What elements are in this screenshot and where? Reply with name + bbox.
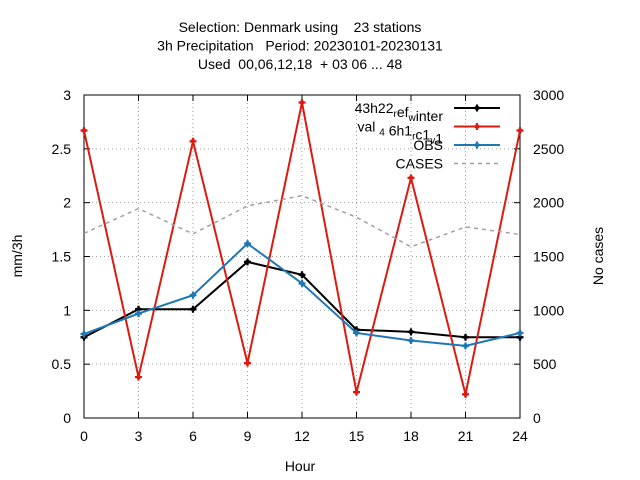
- data-point-dot: [136, 306, 141, 312]
- chart-title: Selection: Denmark using 23 stations 3h P…: [157, 19, 443, 72]
- legend-label: CASES: [396, 156, 443, 172]
- x-axis-label: Hour: [285, 458, 316, 474]
- data-point-dot: [136, 374, 141, 380]
- series-43h22-ref-winter: [80, 258, 524, 341]
- x-tick-label: 24: [512, 428, 528, 444]
- x-tick-label: 21: [458, 428, 474, 444]
- y-tick-label: 2.5: [52, 141, 72, 157]
- x-tick-label: 15: [349, 428, 365, 444]
- legend-label: OBS: [413, 137, 443, 153]
- legend-label-part: 6h1: [385, 123, 412, 139]
- y-tick-label: 1.5: [52, 249, 72, 265]
- legend-label-part: 43h22: [355, 100, 394, 116]
- y-tick-label: 1: [63, 302, 71, 318]
- data-point-dot: [517, 128, 523, 133]
- legend-label-part: w: [408, 113, 417, 124]
- data-point-dot: [463, 334, 468, 340]
- data-point-dot: [136, 311, 141, 316]
- data-point-dot: [190, 306, 196, 312]
- y-tick-label: 0: [63, 410, 71, 426]
- y2-tick-label: 1000: [533, 302, 564, 318]
- title-line: 3h Precipitation Period: 20230101-202301…: [157, 38, 443, 54]
- y-axis: 0 0.5 1 1.5 2 2.5 3: [52, 87, 90, 426]
- data-point-dot: [474, 124, 480, 129]
- legend-label-part: r: [394, 109, 398, 120]
- legend-label-part: inter: [416, 108, 444, 124]
- series-val-4-6h1-rc1-v1: [80, 99, 524, 398]
- legend-label: val 4 6h1rc1v1: [357, 119, 443, 147]
- data-point-dot: [354, 389, 359, 395]
- legend-label-part: ef: [397, 104, 409, 120]
- grid: [84, 95, 520, 418]
- data-point-dot: [81, 331, 87, 337]
- series: [80, 99, 524, 398]
- legend-label: 43h22refwinter: [355, 100, 444, 124]
- legend-label-part: r: [412, 132, 416, 143]
- title-line: Selection: Denmark using 23 stations: [179, 19, 422, 35]
- data-point-dot: [190, 292, 196, 298]
- legend-label-part: 4: [379, 128, 385, 139]
- y2-tick-label: 500: [533, 356, 557, 372]
- data-point-dot: [299, 272, 305, 278]
- x-tick-label: 0: [80, 428, 88, 444]
- data-point-dot: [299, 100, 305, 105]
- series-line: [83, 194, 521, 248]
- series-cases: [83, 194, 521, 248]
- x-axis: 0 3 6 9 12 15 18 21 24: [80, 95, 528, 444]
- data-point-dot: [354, 330, 359, 336]
- y2-tick-label: 0: [533, 410, 541, 426]
- data-point-dot: [517, 334, 523, 340]
- data-point-dot: [408, 175, 414, 181]
- legend-label-part: val: [357, 119, 379, 135]
- y2-tick-label: 2500: [533, 141, 564, 157]
- data-point-dot: [190, 138, 196, 144]
- y2-tick-label: 2000: [533, 195, 564, 211]
- y2-axis: 0 500 1000 1500 2000 2500 3000: [514, 87, 564, 426]
- data-point-dot: [408, 329, 414, 335]
- y-tick-label: 2: [63, 195, 71, 211]
- y-axis-label: mm/3h: [9, 235, 25, 278]
- data-point-dot: [474, 142, 480, 148]
- data-point-dot: [245, 259, 250, 265]
- legend-label-part: OBS: [413, 137, 443, 153]
- data-point-dot: [474, 105, 480, 111]
- y2-axis-label: No cases: [590, 227, 606, 285]
- x-tick-label: 3: [135, 428, 143, 444]
- data-point-dot: [517, 330, 523, 336]
- data-point-dot: [245, 360, 250, 366]
- x-tick-label: 9: [244, 428, 252, 444]
- x-tick-label: 12: [294, 428, 310, 444]
- x-tick-label: 18: [403, 428, 419, 444]
- y2-tick-label: 1500: [533, 249, 564, 265]
- data-point-dot: [463, 392, 468, 397]
- title-line: Used 00,06,12,18 + 03 06 ... 48: [198, 56, 403, 72]
- data-point-dot: [408, 338, 414, 343]
- series-obs: [80, 240, 524, 350]
- data-point-dot: [81, 128, 87, 133]
- data-point-dot: [463, 343, 468, 349]
- legend-label-part: v: [430, 136, 435, 147]
- x-tick-label: 6: [189, 428, 197, 444]
- series-line: [83, 102, 521, 395]
- y-tick-label: 0.5: [52, 356, 72, 372]
- y-tick-label: 3: [63, 87, 71, 103]
- data-point-dot: [245, 241, 250, 246]
- y2-tick-label: 3000: [533, 87, 564, 103]
- legend-label-part: c1: [415, 127, 430, 143]
- legend-label-part: 1: [435, 131, 443, 147]
- legend-label-part: CASES: [396, 156, 443, 172]
- data-point-dot: [299, 281, 305, 286]
